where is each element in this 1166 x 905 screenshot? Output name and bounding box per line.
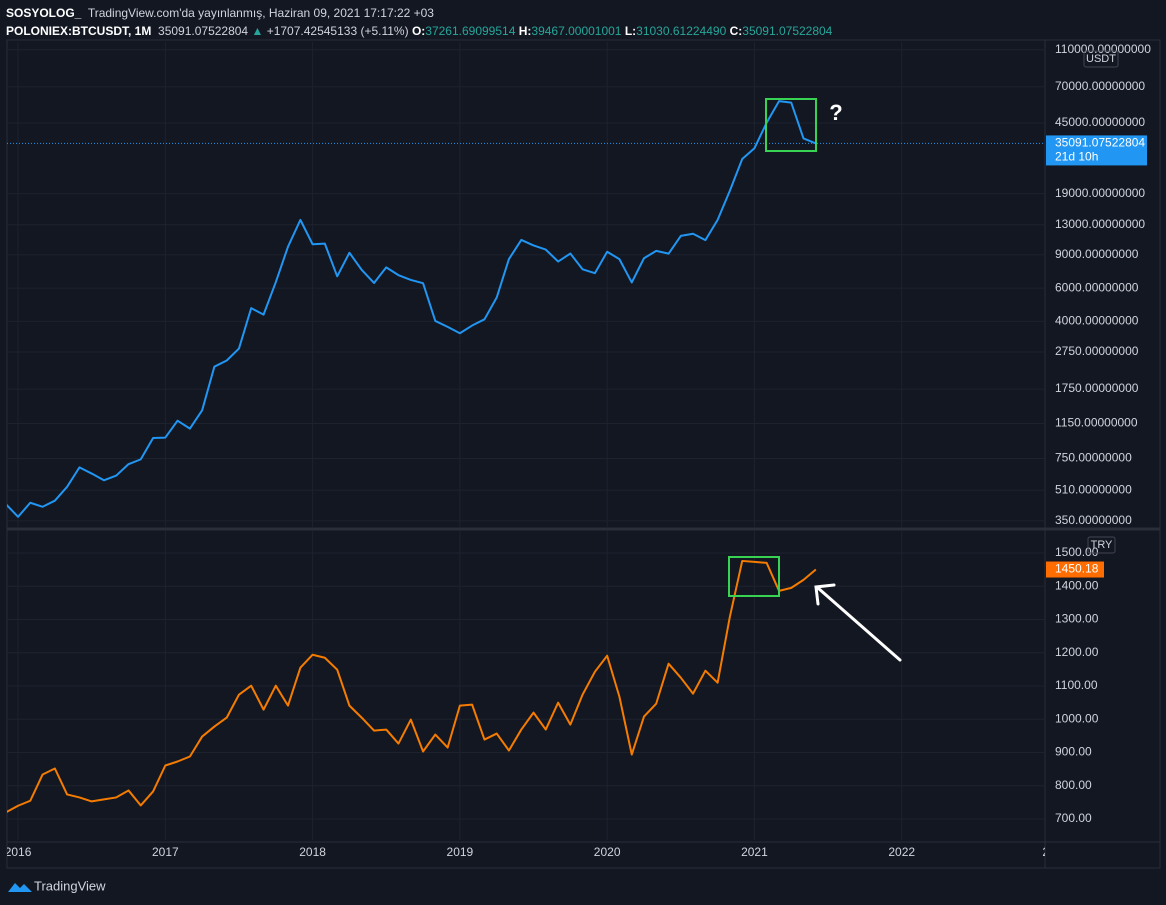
last-price-label: 1450.18 — [1055, 562, 1099, 576]
c-label: C: — [729, 24, 743, 38]
y-tick-label: 350.00000000 — [1055, 513, 1132, 527]
y-tick-label: 700.00 — [1055, 811, 1092, 825]
currency-badge — [1083, 50, 1119, 68]
x-tick-label: 2018 — [299, 845, 326, 859]
last-price-label: 35091.07522804 — [1055, 136, 1145, 150]
footer-logo — [8, 883, 32, 892]
y-tick-label: 4000.00000000 — [1055, 314, 1139, 328]
y-tick-label: 9000.00000000 — [1055, 247, 1139, 261]
y-tick-label: 1200.00 — [1055, 645, 1099, 659]
high: 39467.00001001 — [531, 24, 622, 38]
currency-label: TRY — [1091, 539, 1113, 551]
last: 35091.07522804 — [158, 24, 249, 38]
last-price-badge — [1046, 135, 1147, 166]
header: SOSYOLOG_ TradingView.com'da yayınlanmış… — [6, 4, 832, 40]
close: 35091.07522804 — [742, 24, 833, 38]
footer-brand: TradingView — [34, 878, 106, 893]
y-tick-label: 750.00000000 — [1055, 451, 1132, 465]
last-price-badge — [1046, 561, 1104, 578]
y-tick-label: 1000.00 — [1055, 711, 1099, 725]
arrow — [814, 583, 902, 662]
y-tick-label: 13000.00000000 — [1055, 217, 1145, 231]
y-tick-label: 1100.00 — [1055, 678, 1098, 692]
y-tick-label: 900.00 — [1055, 745, 1092, 759]
frame — [6, 39, 1161, 869]
x-tick-label: 2017 — [152, 845, 179, 859]
published: TradingView.com'da yayınlanmış, Haziran … — [87, 6, 434, 20]
x-tick-label: 20 — [1042, 845, 1056, 859]
y-tick-label: 1150.00000000 — [1055, 416, 1138, 430]
author: SOSYOLOG_ — [6, 6, 82, 20]
x-tick-label: 2021 — [741, 845, 768, 859]
y-tick-label: 70000.00000000 — [1055, 79, 1145, 93]
symbol: POLONIEX:BTCUSDT, 1M — [6, 24, 152, 38]
annotation: ? — [829, 100, 842, 125]
y-tick-label: 6000.00000000 — [1055, 280, 1139, 294]
highlight-box — [765, 98, 817, 152]
y-tick-label: 1750.00000000 — [1055, 381, 1139, 395]
y-tick-label: 2750.00000000 — [1055, 344, 1139, 358]
open: 37261.69099514 — [425, 24, 516, 38]
highlight-box — [728, 556, 780, 597]
header-line-2: POLONIEX:BTCUSDT, 1M 35091.07522804 ▲ +1… — [6, 22, 832, 40]
x-tick-label: 2020 — [594, 845, 621, 859]
o-label: O: — [411, 24, 426, 38]
y-tick-label: 45000.00000000 — [1055, 115, 1145, 129]
countdown: 21d 10h — [1055, 150, 1098, 164]
y-tick-label: 800.00 — [1055, 778, 1092, 792]
l-label: L: — [624, 24, 637, 38]
h-label: H: — [518, 24, 532, 38]
x-tick-label: 2016 — [5, 845, 32, 859]
x-tick-label: 2019 — [447, 845, 474, 859]
x-tick-label: 2022 — [888, 845, 915, 859]
header-line-1: SOSYOLOG_ TradingView.com'da yayınlanmış… — [6, 4, 832, 22]
y-tick-label: 1400.00 — [1055, 578, 1099, 592]
y-tick-label: 1300.00 — [1055, 612, 1099, 626]
change: +1707.42545133 (+5.11%) — [266, 24, 409, 38]
arrow: ▲ — [251, 24, 264, 38]
y-tick-label: 19000.00000000 — [1055, 186, 1145, 200]
price-line — [7, 100, 817, 518]
y-tick-label: 110000.00000000 — [1055, 42, 1151, 56]
currency-label: USDT — [1086, 53, 1116, 65]
low: 31030.61224490 — [636, 24, 727, 38]
currency-badge — [1087, 536, 1116, 554]
y-tick-label: 510.00000000 — [1055, 482, 1132, 496]
price-line — [7, 559, 817, 813]
